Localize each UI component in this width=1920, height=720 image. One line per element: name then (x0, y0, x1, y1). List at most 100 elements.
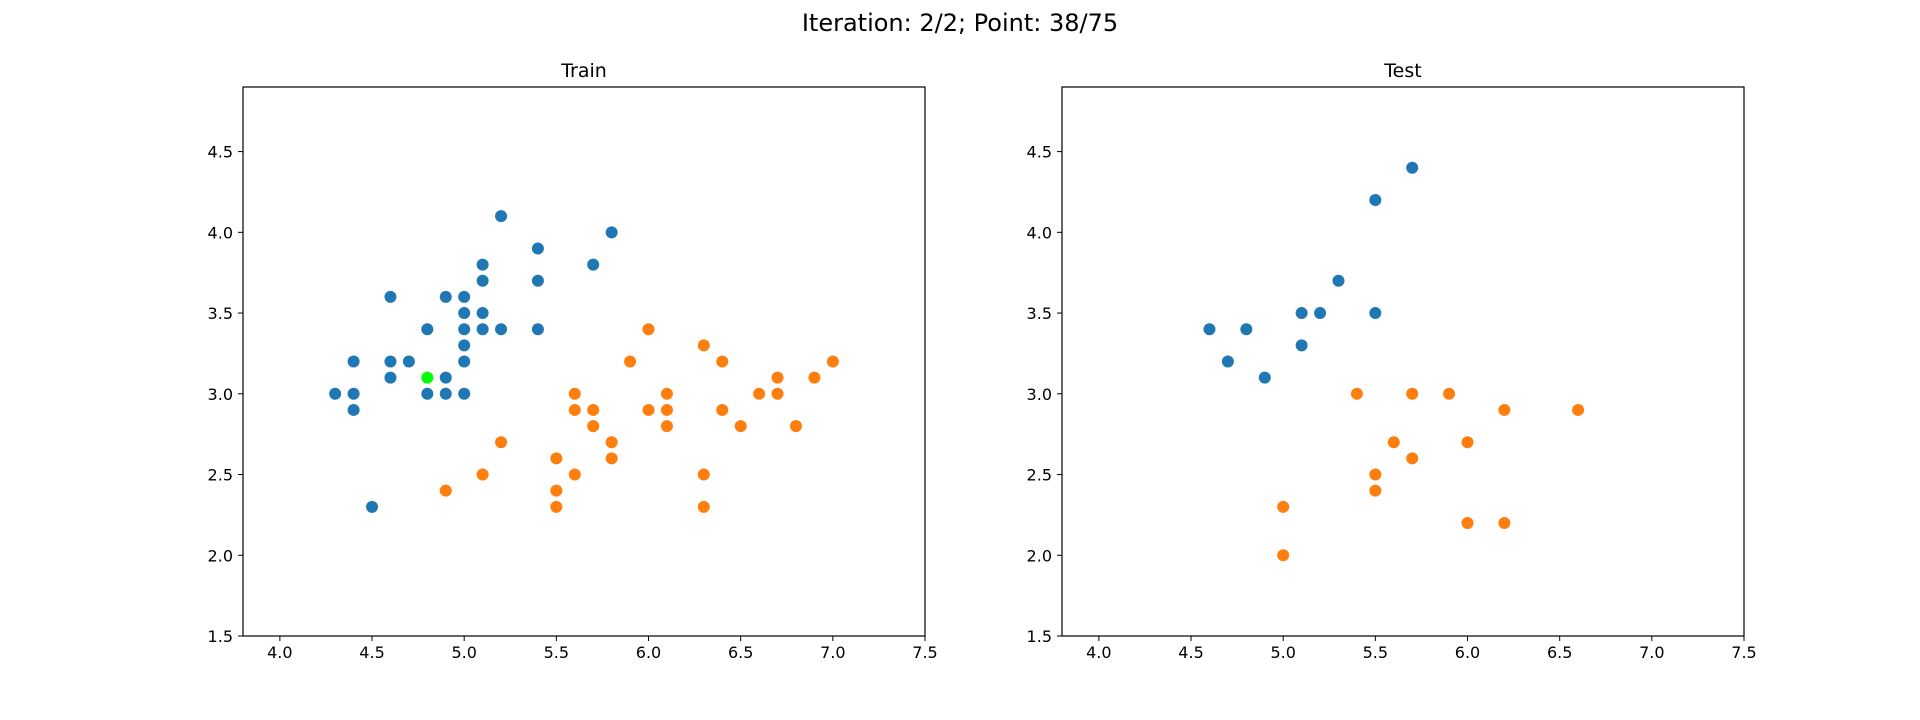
test-x-tick-label: 4.0 (1086, 643, 1111, 662)
train-point-series0 (347, 355, 360, 368)
train-point-series1 (495, 436, 508, 449)
train-point-series0 (531, 274, 544, 287)
train-point-series0 (531, 242, 544, 255)
test-y-tick-label: 2.5 (1027, 466, 1052, 485)
test-point-series1 (1369, 468, 1382, 481)
test-point-series0 (1369, 194, 1382, 207)
train-point-series0 (495, 323, 508, 336)
train-point-series0 (495, 210, 508, 223)
test-panel: Test 4.0 4.5 5.0 5.5 6.0 6.5 7.0 7.5 1.5 2.0 2.5 3.0… (1027, 60, 1757, 662)
train-point-series1 (642, 323, 655, 336)
test-point-series1 (1387, 436, 1400, 449)
train-point-series1 (660, 387, 673, 400)
train-point-series0 (458, 339, 471, 352)
train-point-series0 (476, 258, 489, 271)
train-x-tick-label: 4.0 (267, 643, 292, 662)
test-point-series0 (1332, 274, 1345, 287)
train-point-series1 (624, 355, 637, 368)
test-point-series1 (1461, 436, 1474, 449)
test-y-tick-label: 3.0 (1027, 385, 1052, 404)
test-x-tick-label: 6.0 (1455, 643, 1480, 662)
train-point-series0 (458, 355, 471, 368)
train-point-series0 (421, 387, 434, 400)
train-x-tick-label: 6.5 (728, 643, 753, 662)
test-y-tick-label: 4.0 (1027, 223, 1052, 242)
test-y-tick-label: 1.5 (1027, 627, 1052, 646)
train-point-series1 (660, 403, 673, 416)
test-point-series1 (1498, 403, 1511, 416)
train-point-series0 (347, 387, 360, 400)
train-x-tick-label: 5.0 (451, 643, 476, 662)
test-x-tick-label: 5.0 (1270, 643, 1295, 662)
train-point-series1 (697, 500, 710, 513)
train-point-series0 (458, 323, 471, 336)
train-point-series0 (421, 323, 434, 336)
train-point-series0 (605, 226, 618, 239)
train-point-series1 (568, 387, 581, 400)
test-plot-frame (1061, 86, 1745, 637)
train-title: Train (560, 60, 607, 82)
test-point-series1 (1406, 387, 1419, 400)
train-point-series0 (366, 500, 379, 513)
test-point-series1 (1461, 516, 1474, 529)
train-point-series1 (476, 468, 489, 481)
train-point-series1 (605, 452, 618, 465)
train-point-series1 (550, 452, 563, 465)
test-y-tick-label: 3.5 (1027, 304, 1052, 323)
test-point-series1 (1443, 387, 1456, 400)
train-point-series1 (550, 500, 563, 513)
train-x-tick-label: 5.5 (544, 643, 569, 662)
train-point-series1 (697, 339, 710, 352)
test-point-series1 (1369, 484, 1382, 497)
train-y-tick-label: 4.5 (208, 143, 233, 162)
test-x-tick-label: 7.0 (1639, 643, 1664, 662)
train-y-tick-label: 2.0 (208, 546, 233, 565)
train-point-series1 (716, 355, 729, 368)
test-point-series0 (1295, 307, 1308, 320)
train-point-series0 (587, 258, 600, 271)
train-point-series0 (439, 387, 452, 400)
test-point-series0 (1369, 307, 1382, 320)
train-point-series0 (458, 387, 471, 400)
train-point-series0 (384, 290, 397, 303)
train-x-tick-label: 7.0 (820, 643, 845, 662)
train-x-tick-label: 7.5 (912, 643, 937, 662)
train-point-series1 (771, 371, 784, 384)
train-point-series0 (402, 355, 415, 368)
train-x-tick-label: 4.5 (359, 643, 384, 662)
train-y-tick-label: 2.5 (208, 466, 233, 485)
test-x-tick-label: 6.5 (1547, 643, 1572, 662)
train-point-series1 (826, 355, 839, 368)
test-x-tick-label: 7.5 (1731, 643, 1756, 662)
train-point-series1 (605, 436, 618, 449)
figure-title: Iteration: 2/2; Point: 38/75 (801, 9, 1119, 37)
train-point-series2 (421, 371, 434, 384)
test-x-tick-label: 4.5 (1178, 643, 1203, 662)
train-point-series0 (384, 371, 397, 384)
test-point-series0 (1258, 371, 1271, 384)
test-y-tick-label: 4.5 (1027, 143, 1052, 162)
train-point-series0 (476, 274, 489, 287)
train-plot-frame (242, 86, 926, 637)
train-point-series1 (808, 371, 821, 384)
test-point-series0 (1314, 307, 1327, 320)
test-point-series0 (1240, 323, 1253, 336)
test-point-series1 (1350, 387, 1363, 400)
test-point-series0 (1221, 355, 1234, 368)
test-point-series1 (1277, 549, 1290, 562)
test-point-series1 (1572, 403, 1585, 416)
train-point-series1 (734, 420, 747, 433)
test-x-tick-label: 5.5 (1363, 643, 1388, 662)
train-point-series0 (476, 323, 489, 336)
train-y-tick-label: 3.0 (208, 385, 233, 404)
train-point-series0 (439, 371, 452, 384)
train-x-tick-label: 6.0 (636, 643, 661, 662)
train-point-series0 (439, 290, 452, 303)
train-y-tick-label: 3.5 (208, 304, 233, 323)
test-point-series1 (1498, 516, 1511, 529)
train-point-series1 (568, 468, 581, 481)
train-point-series1 (789, 420, 802, 433)
test-title: Test (1383, 60, 1421, 82)
test-point-series0 (1406, 161, 1419, 174)
